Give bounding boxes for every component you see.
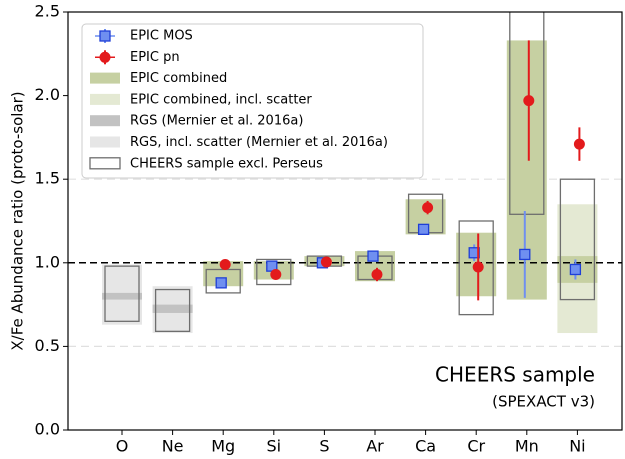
x-tick-label: Ca — [415, 437, 436, 456]
marker — [573, 138, 585, 150]
x-tick-label: Ne — [162, 437, 184, 456]
y-tick-label: 2.0 — [35, 85, 60, 104]
range-outline — [256, 258, 292, 286]
marker — [371, 269, 383, 281]
x-tick-label: Mn — [515, 437, 539, 456]
legend-label: EPIC MOS — [130, 29, 193, 44]
x-tick-label: Ni — [569, 437, 585, 456]
marker — [270, 269, 282, 281]
legend-symbol — [90, 93, 120, 105]
marker — [417, 223, 430, 236]
x-tick-label: S — [319, 437, 329, 456]
plot-area — [68, 12, 622, 347]
marker — [320, 256, 332, 268]
legend-label: EPIC combined — [130, 71, 227, 86]
y-axis-label: X/Fe Abundance ratio (proto-solar) — [9, 91, 27, 350]
legend-symbol — [90, 72, 120, 84]
range-outline — [559, 178, 596, 301]
annotation: CHEERS sample — [435, 363, 595, 387]
x-tick-label: O — [116, 437, 129, 456]
marker — [523, 95, 535, 107]
marker — [519, 248, 531, 261]
marker — [422, 202, 434, 214]
range-box — [102, 292, 142, 300]
x-tick-label: Si — [266, 437, 281, 456]
marker — [215, 277, 227, 289]
legend-label: RGS, incl. scatter (Mernier et al. 2016a… — [130, 135, 388, 150]
marker — [219, 258, 231, 270]
legend-label: EPIC pn — [130, 50, 180, 65]
x-tick-label: Mg — [211, 437, 235, 456]
range-outline — [154, 288, 191, 333]
legend-frame — [81, 23, 424, 179]
legend-label: EPIC combined, incl. scatter — [130, 92, 312, 107]
range-outline — [509, 12, 545, 215]
marker — [472, 261, 484, 273]
legend-symbol — [99, 51, 111, 63]
range-outline — [458, 220, 494, 316]
y-tick-label: 1.0 — [35, 252, 60, 271]
legend-symbol — [90, 136, 120, 148]
annotation: (SPEXACT v3) — [492, 393, 595, 411]
legend: EPIC MOS EPIC pn EPIC combined EPIC combine… — [81, 23, 424, 179]
range-outline — [104, 265, 140, 322]
y-tick-label: 1.5 — [35, 169, 60, 188]
x-tick-label: Ar — [366, 437, 384, 456]
legend-symbol — [99, 30, 111, 42]
x-tick-label: Cr — [467, 437, 485, 456]
legend-label: CHEERS sample excl. Perseus — [130, 156, 323, 171]
legend-label: RGS (Mernier et al. 2016a) — [130, 114, 303, 129]
marker — [569, 263, 582, 276]
y-tick-label: 2.5 — [35, 2, 60, 21]
y-tick-label: 0.0 — [35, 420, 60, 439]
y-tick-label: 0.5 — [35, 336, 60, 355]
range-box — [152, 304, 193, 313]
range-box — [506, 40, 547, 300]
legend-symbol — [89, 157, 121, 170]
legend-symbol — [90, 115, 120, 127]
marker — [367, 250, 379, 262]
axes-frame — [67, 11, 623, 431]
